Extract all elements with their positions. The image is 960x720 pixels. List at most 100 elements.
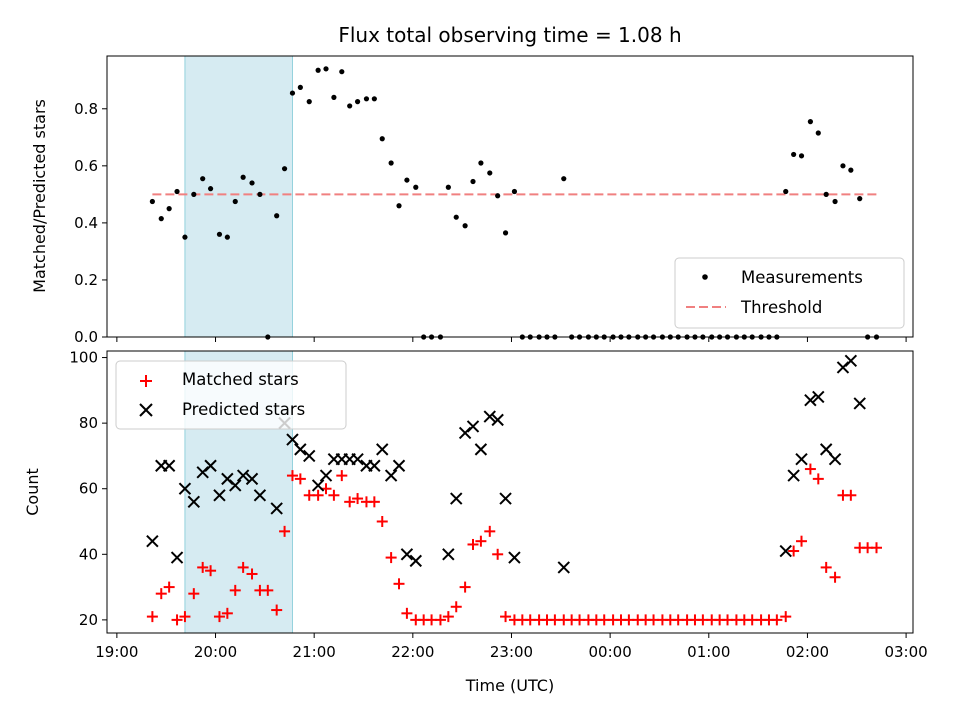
x-tick-label: 00:00 bbox=[589, 643, 632, 661]
predicted-star-marker bbox=[442, 548, 455, 561]
measurement-point bbox=[347, 103, 353, 109]
measurement-point bbox=[445, 184, 451, 190]
matched-star-marker bbox=[812, 473, 824, 485]
x-tick-label: 01:00 bbox=[687, 643, 730, 661]
matched-star-marker bbox=[442, 611, 454, 623]
predicted-star-marker bbox=[853, 397, 866, 410]
matched-star-marker bbox=[829, 571, 841, 583]
legend-matched-label: Matched stars bbox=[182, 370, 299, 389]
matched-star-marker bbox=[146, 611, 158, 623]
measurement-point bbox=[354, 99, 361, 105]
bottom-legend-box bbox=[115, 360, 347, 430]
measurement-point bbox=[249, 180, 255, 186]
matched-star-marker bbox=[870, 542, 882, 554]
predicted-star-marker bbox=[844, 354, 858, 368]
matched-star-marker bbox=[376, 516, 388, 528]
matched-star-marker bbox=[401, 607, 413, 619]
measurement-point bbox=[281, 166, 288, 172]
measurement-point bbox=[339, 69, 345, 75]
measurement-point bbox=[306, 99, 312, 105]
predicted-star-marker bbox=[368, 459, 381, 472]
matched-star-marker bbox=[279, 525, 291, 537]
y-tick-label: 0.8 bbox=[74, 100, 98, 118]
measurement-point bbox=[396, 203, 402, 209]
y-tick-label: 0.0 bbox=[74, 328, 98, 346]
predicted-star-marker bbox=[491, 413, 504, 427]
bottom-legend: Matched stars Predicted stars bbox=[115, 360, 347, 430]
matched-stars-points bbox=[146, 463, 882, 626]
measurement-point bbox=[487, 170, 493, 176]
matched-star-marker bbox=[804, 463, 816, 475]
measurement-point bbox=[174, 188, 180, 195]
highlight-span-top bbox=[184, 55, 293, 338]
predicted-star-marker bbox=[236, 469, 250, 482]
bottom-y-axis-label: Count bbox=[23, 468, 42, 516]
x-axis-label: Time (UTC) bbox=[465, 676, 554, 695]
y-tick-label: 40 bbox=[79, 545, 98, 563]
legend-predicted-marker bbox=[139, 403, 153, 417]
legend-predicted-label: Predicted stars bbox=[182, 400, 305, 419]
measurement-point bbox=[232, 198, 238, 205]
matched-star-marker bbox=[450, 601, 462, 613]
top-y-axis-label: Matched/Predicted stars bbox=[30, 99, 49, 293]
matched-star-marker bbox=[385, 552, 397, 564]
predicted-star-marker bbox=[508, 551, 521, 564]
predicted-star-marker bbox=[213, 489, 226, 502]
measurement-point bbox=[166, 206, 172, 212]
measurement-point bbox=[363, 96, 370, 102]
predicted-star-marker bbox=[146, 534, 159, 548]
matched-star-marker bbox=[171, 614, 183, 626]
top-panel: 0.00.20.40.60.8 Matched/Predicted stars … bbox=[30, 55, 914, 346]
y-tick-label: 0.4 bbox=[74, 214, 98, 232]
predicted-star-marker bbox=[466, 420, 480, 433]
matched-star-marker bbox=[796, 535, 808, 547]
measurement-point bbox=[511, 188, 518, 195]
measurement-point bbox=[371, 96, 377, 102]
bottom-panel: 20 40 60 80 100 19:00 20:00 21:00 22:00 23:00 00:… bbox=[23, 349, 928, 695]
x-tick-label: 20:00 bbox=[194, 643, 237, 661]
matched-star-marker bbox=[500, 611, 512, 623]
predicted-star-marker bbox=[351, 453, 364, 466]
y-tick-label: 60 bbox=[79, 480, 98, 498]
legend-matched-marker bbox=[140, 375, 152, 387]
matched-star-marker bbox=[459, 581, 471, 593]
y-tick-label: 100 bbox=[69, 349, 98, 367]
predicted-star-marker bbox=[450, 492, 463, 505]
predicted-star-marker bbox=[162, 459, 176, 472]
predicted-star-marker bbox=[384, 469, 398, 482]
legend-measurements-marker bbox=[702, 274, 708, 280]
matched-star-marker bbox=[213, 611, 225, 623]
matched-star-marker bbox=[262, 584, 274, 596]
matched-star-marker bbox=[845, 489, 857, 501]
matched-star-marker bbox=[780, 611, 792, 623]
matched-star-marker bbox=[475, 535, 487, 547]
top-x-ticks bbox=[116, 337, 907, 342]
measurement-point bbox=[379, 136, 385, 142]
x-tick-label: 19:00 bbox=[95, 643, 138, 661]
measurement-point bbox=[857, 196, 863, 202]
measurement-point bbox=[149, 198, 155, 205]
measurement-point bbox=[297, 84, 303, 90]
measurement-point bbox=[783, 188, 789, 195]
predicted-star-marker bbox=[787, 469, 800, 482]
measurement-point bbox=[413, 184, 419, 190]
predicted-star-marker bbox=[819, 443, 833, 456]
predicted-star-marker bbox=[812, 390, 825, 404]
measurement-point bbox=[158, 216, 164, 222]
matched-star-marker bbox=[271, 604, 283, 616]
predicted-star-marker bbox=[376, 443, 389, 456]
matched-star-marker bbox=[163, 581, 175, 593]
x-tick-label: 23:00 bbox=[490, 643, 533, 661]
predicted-star-marker bbox=[795, 453, 808, 466]
x-tick-label: 21:00 bbox=[293, 643, 336, 661]
matched-star-marker bbox=[434, 614, 446, 626]
predicted-star-marker bbox=[253, 489, 267, 502]
predicted-star-marker bbox=[204, 459, 217, 472]
matched-star-marker bbox=[312, 489, 324, 501]
legend-measurements-label: Measurements bbox=[741, 268, 863, 287]
measurement-point bbox=[453, 214, 459, 220]
predicted-star-marker bbox=[409, 554, 422, 568]
measurement-point bbox=[240, 174, 246, 180]
measurement-point bbox=[323, 66, 329, 72]
